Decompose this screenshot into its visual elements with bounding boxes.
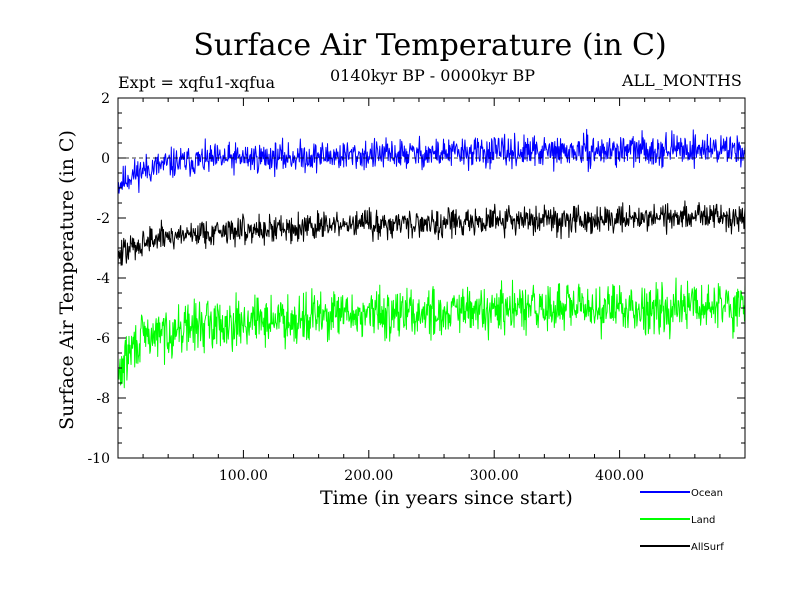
y-tick-label: -6: [96, 331, 110, 347]
x-tick-label: 100.00: [219, 468, 268, 484]
y-tick-label: -2: [96, 211, 110, 227]
legend-item-ocean: Ocean: [640, 488, 723, 499]
series-line-land: [117, 277, 746, 389]
x-tick-label: 400.00: [595, 468, 644, 484]
y-tick-label: -4: [96, 271, 110, 287]
legend-label: AllSurf: [691, 542, 724, 553]
chart-title: Surface Air Temperature (in C): [193, 28, 667, 63]
x-axis-label: Time (in years since start): [320, 487, 573, 509]
legend-item-land: Land: [640, 515, 715, 526]
y-tick-label: 2: [101, 91, 110, 107]
series-line-ocean: [117, 128, 746, 195]
y-tick-label: -8: [96, 391, 110, 407]
x-tick-label: 200.00: [344, 468, 393, 484]
y-tick-label: -10: [87, 451, 110, 467]
chart-subtitle: 0140kyr BP - 0000kyr BP: [330, 66, 535, 85]
x-tick-label: 300.00: [470, 468, 519, 484]
legend-label: Ocean: [691, 488, 723, 499]
legend-label: Land: [691, 515, 715, 526]
legend-item-allsurf: AllSurf: [640, 542, 724, 553]
months-label: ALL_MONTHS: [622, 71, 742, 90]
experiment-label: Expt = xqfu1-xqfua: [118, 73, 276, 92]
series-line-allsurf: [117, 200, 746, 267]
y-tick-label: 0: [101, 151, 110, 167]
